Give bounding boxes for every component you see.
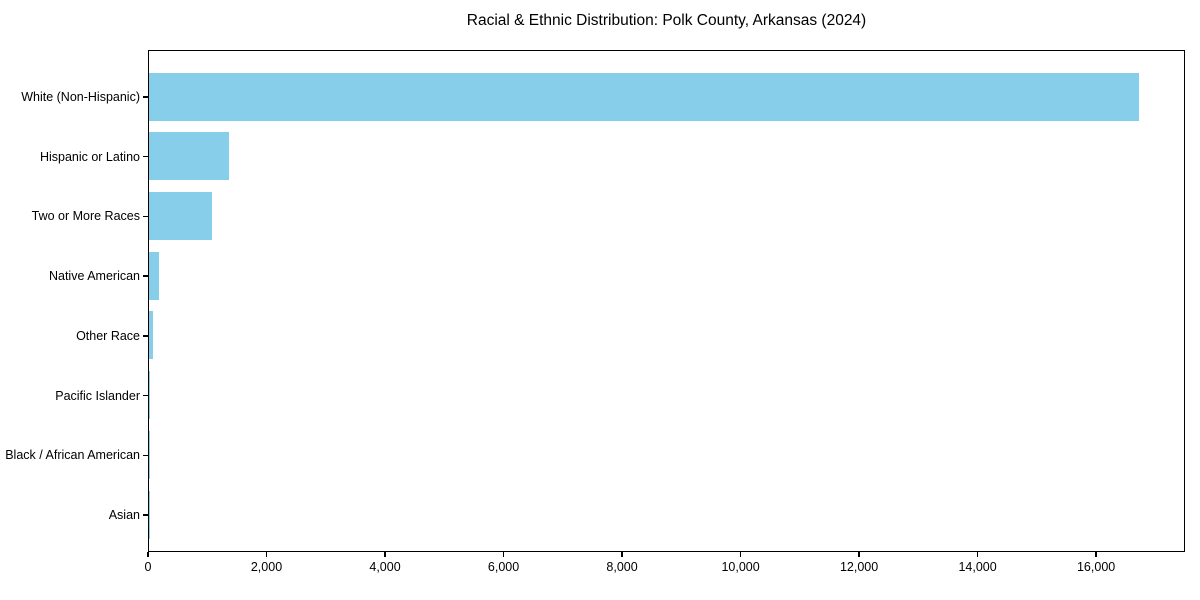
- x-tick-mark: [1095, 552, 1097, 557]
- y-axis-category-label: Black / African American: [5, 448, 140, 463]
- bar: [149, 132, 229, 181]
- x-tick-mark: [858, 552, 860, 557]
- x-axis-tick-label: 0: [144, 560, 152, 574]
- y-axis-category-label: Hispanic or Latino: [39, 149, 140, 164]
- y-tick-mark: [143, 394, 148, 397]
- x-axis-tick-label: 12,000: [839, 560, 879, 574]
- x-axis-tick-label: 2,000: [250, 560, 283, 574]
- y-tick-mark: [143, 156, 148, 158]
- x-axis-tick-label: 14,000: [958, 560, 997, 574]
- y-tick-mark: [143, 335, 148, 337]
- x-tick-mark: [502, 552, 505, 557]
- x-axis-tick-label: 16,000: [1076, 560, 1116, 574]
- x-tick-mark: [621, 552, 623, 557]
- bar: [149, 311, 153, 360]
- x-axis-tick-label: 8,000: [606, 560, 638, 574]
- x-tick-mark: [147, 552, 149, 557]
- y-axis-category-label: Native American: [48, 269, 140, 284]
- x-tick-mark: [384, 552, 386, 557]
- y-tick-mark: [143, 215, 148, 218]
- x-tick-mark: [739, 552, 742, 557]
- x-tick-mark: [265, 552, 268, 557]
- y-axis-category-label: White (Non-Hispanic): [21, 90, 140, 104]
- y-tick-mark: [143, 514, 148, 516]
- y-tick-mark: [143, 454, 148, 456]
- bar: [149, 251, 160, 300]
- bar: [149, 430, 150, 479]
- x-tick-mark: [976, 552, 979, 557]
- chart-title: Racial & Ethnic Distribution: Polk Count…: [466, 12, 867, 29]
- x-axis-tick-label: 6,000: [487, 560, 520, 574]
- x-axis-tick-label: 10,000: [721, 560, 760, 574]
- y-tick-mark: [143, 275, 148, 277]
- plot-area: [148, 50, 1185, 552]
- y-axis-category-label: Asian: [108, 508, 140, 522]
- y-tick-mark: [143, 96, 148, 98]
- y-axis-category-label: Other Race: [76, 328, 140, 343]
- bar: [149, 72, 1139, 121]
- y-axis-category-label: Pacific Islander: [55, 388, 140, 403]
- bar: [149, 191, 212, 240]
- y-axis-category-label: Two or More Races: [31, 209, 140, 224]
- bar: [149, 371, 151, 420]
- x-axis-tick-label: 4,000: [369, 560, 401, 574]
